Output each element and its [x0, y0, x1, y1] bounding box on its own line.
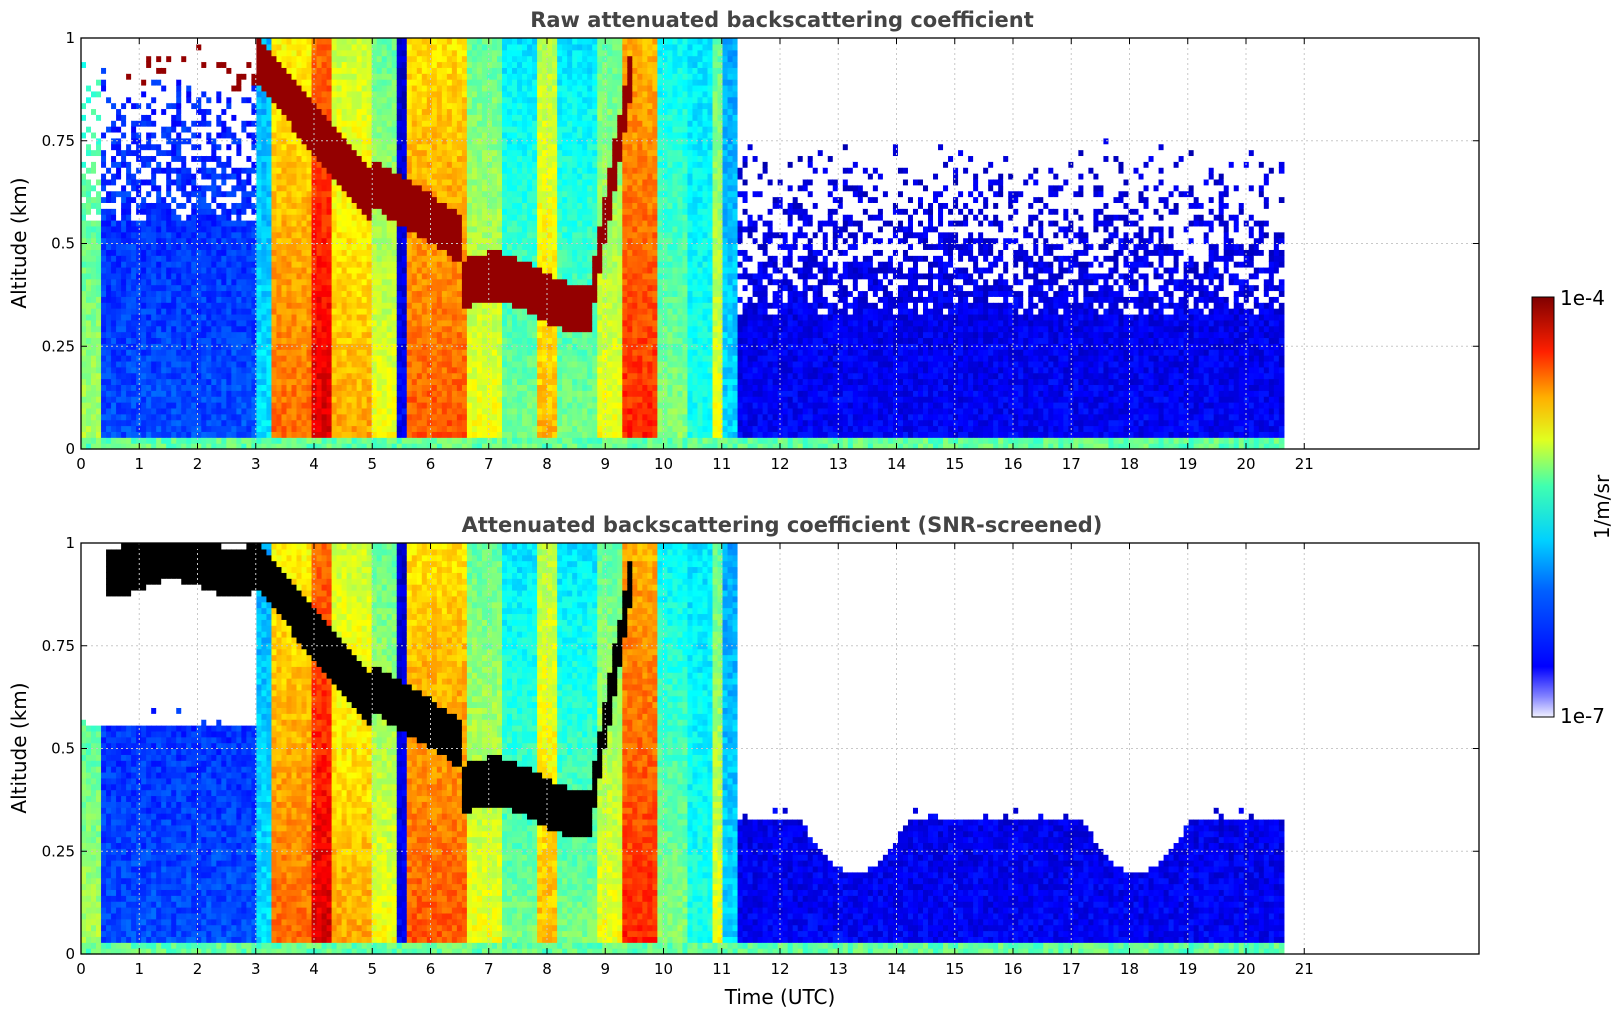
x-tick-label: 3 [251, 960, 261, 978]
x-tick-label: 2 [193, 960, 203, 978]
x-tick-label: 10 [654, 960, 673, 978]
x-tick-label: 9 [600, 960, 610, 978]
y-axis-label: Altitude (km) [7, 177, 31, 308]
x-tick-label: 3 [251, 455, 261, 473]
x-tick-label: 19 [1178, 455, 1197, 473]
x-tick-label: 21 [1295, 455, 1314, 473]
x-tick-label: 5 [367, 960, 377, 978]
y-tick-label: 0.25 [42, 337, 75, 355]
x-tick-label: 19 [1178, 960, 1197, 978]
colorbar-unit-label: 1/m/sr [1590, 474, 1614, 539]
x-tick-label: 16 [1003, 960, 1022, 978]
x-tick-label: 5 [367, 455, 377, 473]
y-tick-label: 1 [65, 29, 75, 47]
colorbar-max-label: 1e-4 [1560, 286, 1605, 310]
colorbar: 1e-4 1e-7 1/m/sr [1532, 286, 1614, 728]
x-tick-label: 7 [484, 455, 494, 473]
x-tick-label: 20 [1236, 960, 1255, 978]
x-tick-label: 8 [542, 960, 552, 978]
y-tick-label: 0 [65, 440, 75, 458]
x-tick-label: 4 [309, 960, 319, 978]
y-tick-label: 0 [65, 945, 75, 963]
x-tick-label: 2 [193, 455, 203, 473]
x-tick-label: 15 [945, 455, 964, 473]
y-tick-label: 1 [65, 534, 75, 552]
x-tick-label: 0 [76, 455, 86, 473]
x-tick-label: 12 [770, 960, 789, 978]
panel-title: Attenuated backscattering coefficient (S… [462, 513, 1103, 537]
x-tick-label: 10 [654, 455, 673, 473]
x-tick-label: 13 [829, 960, 848, 978]
x-tick-label: 18 [1120, 455, 1139, 473]
colorbar-min-label: 1e-7 [1560, 704, 1605, 728]
y-tick-label: 0.75 [42, 637, 75, 655]
x-tick-label: 13 [829, 455, 848, 473]
x-tick-label: 16 [1003, 455, 1022, 473]
y-tick-label: 0.25 [42, 842, 75, 860]
figure: Raw attenuated backscattering coefficien… [0, 0, 1621, 1020]
x-tick-label: 20 [1236, 455, 1255, 473]
y-tick-label: 0.75 [42, 132, 75, 150]
x-tick-label: 11 [712, 455, 731, 473]
x-tick-label: 14 [887, 455, 906, 473]
y-tick-label: 0.5 [51, 235, 75, 253]
x-tick-label: 21 [1295, 960, 1314, 978]
x-tick-label: 14 [887, 960, 906, 978]
x-axis-label: Time (UTC) [724, 985, 836, 1009]
x-tick-label: 6 [426, 455, 436, 473]
colorbar-gradient [1532, 297, 1554, 717]
x-tick-label: 9 [600, 455, 610, 473]
x-tick-label: 15 [945, 960, 964, 978]
x-tick-label: 6 [426, 960, 436, 978]
x-tick-label: 17 [1062, 455, 1081, 473]
x-tick-label: 12 [770, 455, 789, 473]
x-tick-label: 18 [1120, 960, 1139, 978]
x-tick-label: 1 [134, 960, 144, 978]
x-tick-label: 0 [76, 960, 86, 978]
x-tick-label: 8 [542, 455, 552, 473]
x-tick-label: 7 [484, 960, 494, 978]
x-tick-label: 11 [712, 960, 731, 978]
panel-raw: Raw attenuated backscattering coefficien… [7, 8, 1479, 473]
panel-title: Raw attenuated backscattering coefficien… [530, 8, 1034, 32]
x-tick-label: 1 [134, 455, 144, 473]
y-axis-label: Altitude (km) [7, 682, 31, 813]
x-tick-label: 17 [1062, 960, 1081, 978]
panel-screened: Attenuated backscattering coefficient (S… [7, 513, 1479, 1009]
x-tick-label: 4 [309, 455, 319, 473]
y-tick-label: 0.5 [51, 740, 75, 758]
